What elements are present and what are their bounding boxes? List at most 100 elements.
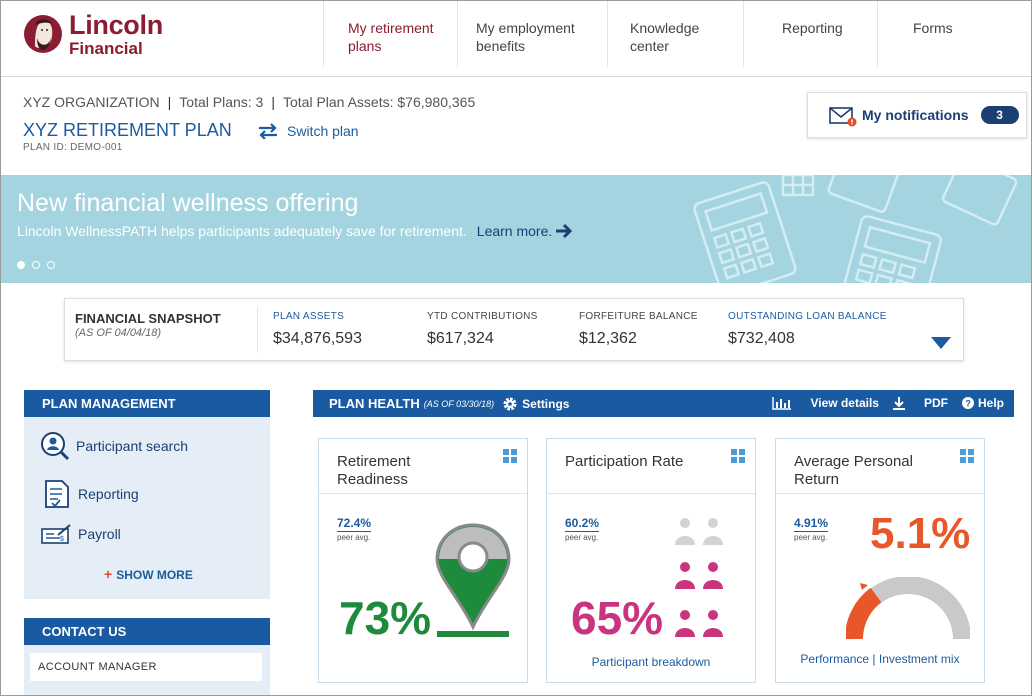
divider bbox=[776, 493, 984, 494]
switch-arrows-icon bbox=[259, 123, 277, 139]
separator: | bbox=[167, 94, 172, 110]
reporting-link[interactable]: Reporting bbox=[44, 479, 139, 509]
download-icon bbox=[892, 396, 905, 410]
gear-icon bbox=[503, 397, 517, 410]
retirement-readiness-card[interactable]: Retirement Readiness 72.4% peer avg. 73% bbox=[318, 438, 528, 683]
carousel-dot-1[interactable] bbox=[17, 261, 25, 269]
peer-average-label: peer avg. bbox=[794, 533, 828, 542]
learn-more-link[interactable]: Learn more. bbox=[477, 223, 575, 239]
help-label: Help bbox=[977, 396, 1004, 410]
nav-my-retirement-plans[interactable]: My retirement plans bbox=[323, 1, 457, 67]
nav-my-employment-benefits[interactable]: My employment benefits bbox=[457, 1, 607, 67]
carousel-dot-2[interactable] bbox=[32, 261, 40, 269]
performance-investment-mix-links[interactable]: Performance | Investment mix bbox=[800, 652, 960, 666]
nav-label: plans bbox=[348, 38, 382, 54]
plan-management-header: PLAN MANAGEMENT bbox=[24, 390, 270, 417]
grid-icon[interactable] bbox=[731, 449, 745, 463]
snapshot-outstanding-loan-balance: OUTSTANDING LOAN BALANCE $732,408 bbox=[728, 311, 887, 348]
total-plan-assets: Total Plan Assets: $76,980,365 bbox=[282, 94, 476, 110]
peer-average-label: peer avg. bbox=[337, 533, 371, 542]
snapshot-value: $617,324 bbox=[427, 330, 494, 347]
map-pin-icon bbox=[435, 523, 511, 637]
participation-rate-card[interactable]: Participation Rate 60.2% peer avg. 65% P… bbox=[546, 438, 756, 683]
promo-banner: New financial wellness offering Lincoln … bbox=[1, 175, 1031, 283]
plan-health-header: PLAN HEALTH (AS OF 03/30/18) Settings Vi… bbox=[313, 390, 1014, 417]
help-button[interactable]: ? Help bbox=[961, 396, 1004, 410]
account-manager-item[interactable]: ACCOUNT MANAGER bbox=[30, 653, 262, 681]
grid-icon[interactable] bbox=[960, 449, 974, 463]
divider bbox=[257, 307, 258, 353]
reporting-label: Reporting bbox=[78, 486, 139, 502]
nav-label: My retirement bbox=[348, 20, 434, 36]
logo-wordmark-line2: Financial bbox=[69, 38, 143, 58]
snapshot-forfeiture-balance: FORFEITURE BALANCE $12,362 bbox=[579, 311, 698, 348]
payroll-check-icon: $ bbox=[41, 524, 71, 544]
nav-label: Forms bbox=[913, 20, 953, 36]
envelope-alert-icon bbox=[829, 107, 857, 127]
nav-label: benefits bbox=[476, 38, 526, 54]
snapshot-value: $12,362 bbox=[579, 330, 637, 347]
pdf-label: PDF bbox=[923, 396, 948, 410]
participant-search-link[interactable]: Participant search bbox=[40, 431, 188, 461]
participants-people-icon bbox=[675, 518, 723, 637]
card-title-line: Readiness bbox=[337, 471, 408, 488]
nav-label: My employment bbox=[476, 20, 575, 36]
retirement-readiness-value: 73% bbox=[339, 592, 432, 644]
plan-management-panel: Participant search Reporting $ Payroll +… bbox=[24, 417, 270, 599]
card-title-line: Retirement bbox=[337, 453, 411, 470]
settings-button[interactable]: Settings bbox=[502, 396, 569, 412]
total-plans: Total Plans: 3 bbox=[179, 94, 264, 110]
average-personal-return-card[interactable]: Average Personal Return 4.91% peer avg. … bbox=[775, 438, 985, 683]
main-nav: My retirement plans My employment benefi… bbox=[323, 1, 1011, 67]
grid-icon[interactable] bbox=[503, 449, 517, 463]
participant-search-label: Participant search bbox=[76, 438, 189, 454]
pdf-button[interactable]: PDF bbox=[892, 396, 948, 410]
snapshot-ytd-contributions: YTD CONTRIBUTIONS $617,324 bbox=[427, 311, 538, 348]
return-gauge bbox=[846, 577, 970, 640]
nav-label: Reporting bbox=[782, 20, 843, 36]
notifications-label: My notifications bbox=[862, 107, 969, 123]
arrow-right-icon bbox=[556, 223, 573, 239]
show-more-button[interactable]: + SHOW MORE bbox=[104, 566, 193, 582]
notifications-button[interactable]: My notifications 3 bbox=[807, 92, 1027, 138]
financial-snapshot: FINANCIAL SNAPSHOT (AS OF 04/04/18) PLAN… bbox=[64, 298, 964, 361]
expand-triangle-icon[interactable] bbox=[931, 337, 951, 349]
carousel-dot-3[interactable] bbox=[47, 261, 55, 269]
plan-id: PLAN ID: DEMO-001 bbox=[23, 142, 123, 153]
svg-text:?: ? bbox=[965, 399, 971, 409]
contact-us-header: CONTACT US bbox=[24, 618, 270, 645]
nav-forms[interactable]: Forms bbox=[877, 1, 1011, 67]
average-return-value: 5.1% bbox=[870, 509, 971, 558]
snapshot-label: YTD CONTRIBUTIONS bbox=[427, 311, 538, 322]
participant-breakdown-link[interactable]: Participant breakdown bbox=[591, 655, 711, 669]
switch-plan-label: Switch plan bbox=[287, 123, 359, 139]
learn-more-label: Learn more. bbox=[476, 223, 553, 239]
plan-name: XYZ RETIREMENT PLAN bbox=[23, 120, 232, 140]
payroll-label: Payroll bbox=[78, 526, 121, 542]
card-title-line: Return bbox=[794, 471, 840, 488]
nav-knowledge-center[interactable]: Knowledge center bbox=[607, 1, 743, 67]
banner-title: New financial wellness offering bbox=[17, 189, 359, 217]
snapshot-value: $34,876,593 bbox=[273, 330, 362, 347]
switch-plan-link[interactable]: Switch plan bbox=[257, 123, 359, 139]
nav-reporting[interactable]: Reporting bbox=[743, 1, 877, 67]
payroll-link[interactable]: $ Payroll bbox=[40, 523, 121, 545]
separator: | bbox=[271, 94, 275, 110]
peer-average-value: 60.2% bbox=[565, 516, 600, 532]
organization-summary: XYZ ORGANIZATION | Total Plans: 3 | Total Pl… bbox=[23, 94, 475, 110]
peer-average-value: 4.91% bbox=[794, 516, 829, 532]
show-more-label: SHOW MORE bbox=[116, 568, 193, 582]
report-document-icon bbox=[45, 480, 69, 508]
peer-average-value: 72.4% bbox=[337, 516, 372, 532]
lincoln-financial-logo[interactable]: Lincoln Financial bbox=[23, 9, 163, 59]
snapshot-plan-assets: PLAN ASSETS $34,876,593 bbox=[273, 311, 362, 348]
plan-health-actions: View details PDF ? Help bbox=[758, 396, 1004, 410]
plan-health-date: (AS OF 03/30/18) bbox=[423, 398, 495, 409]
snapshot-label: OUTSTANDING LOAN BALANCE bbox=[728, 311, 887, 322]
contact-us-panel: ACCOUNT MANAGER bbox=[24, 645, 270, 695]
plus-icon: + bbox=[104, 566, 113, 582]
view-details-button[interactable]: View details bbox=[771, 396, 879, 410]
bar-chart-icon bbox=[771, 397, 791, 410]
help-icon: ? bbox=[961, 397, 974, 409]
